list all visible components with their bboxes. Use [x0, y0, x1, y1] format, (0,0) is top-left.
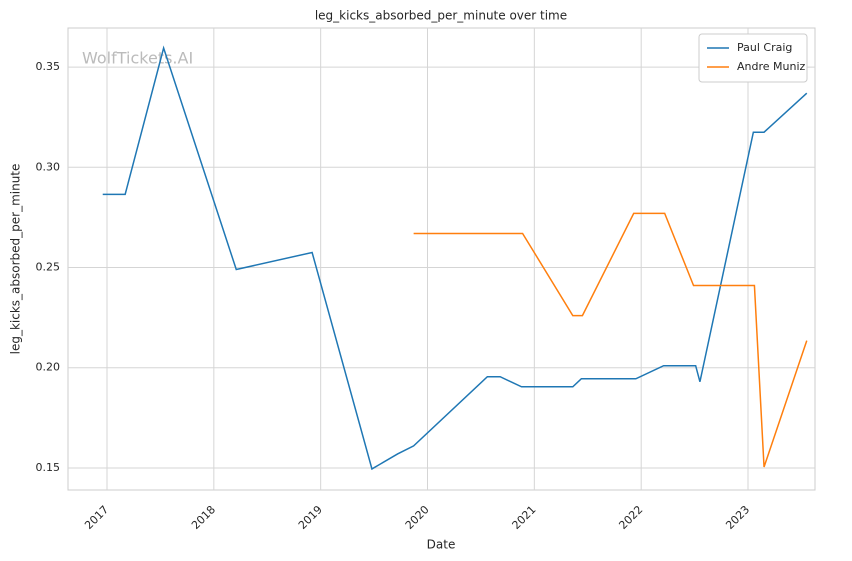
series-line [102, 45, 808, 471]
chart-title: leg_kicks_absorbed_per_minute over time [315, 9, 567, 23]
x-tick-label: 2017 [82, 503, 111, 532]
legend-label: Paul Craig [737, 41, 792, 54]
y-tick-label: 0.35 [36, 60, 61, 73]
watermark: WolfTickets.AI [82, 49, 193, 68]
legend-box [698, 33, 808, 83]
x-axis-label: Date [427, 538, 456, 552]
x-tick-label: 2019 [296, 503, 325, 532]
y-tick-label: 0.20 [36, 361, 61, 374]
x-tick-label: 2023 [723, 503, 752, 532]
y-tick-label: 0.15 [36, 461, 61, 474]
series-line [413, 212, 808, 468]
x-tick-label: 2022 [616, 503, 645, 532]
legend-label: Andre Muniz [737, 60, 806, 73]
x-tick-label: 2020 [403, 503, 432, 532]
y-tick-label: 0.25 [36, 261, 61, 274]
y-axis-label: leg_kicks_absorbed_per_minute [9, 164, 23, 355]
x-tick-label: 2021 [510, 503, 539, 532]
x-tick-label: 2018 [189, 503, 218, 532]
y-tick-label: 0.30 [36, 160, 61, 173]
plot-area [67, 27, 816, 491]
